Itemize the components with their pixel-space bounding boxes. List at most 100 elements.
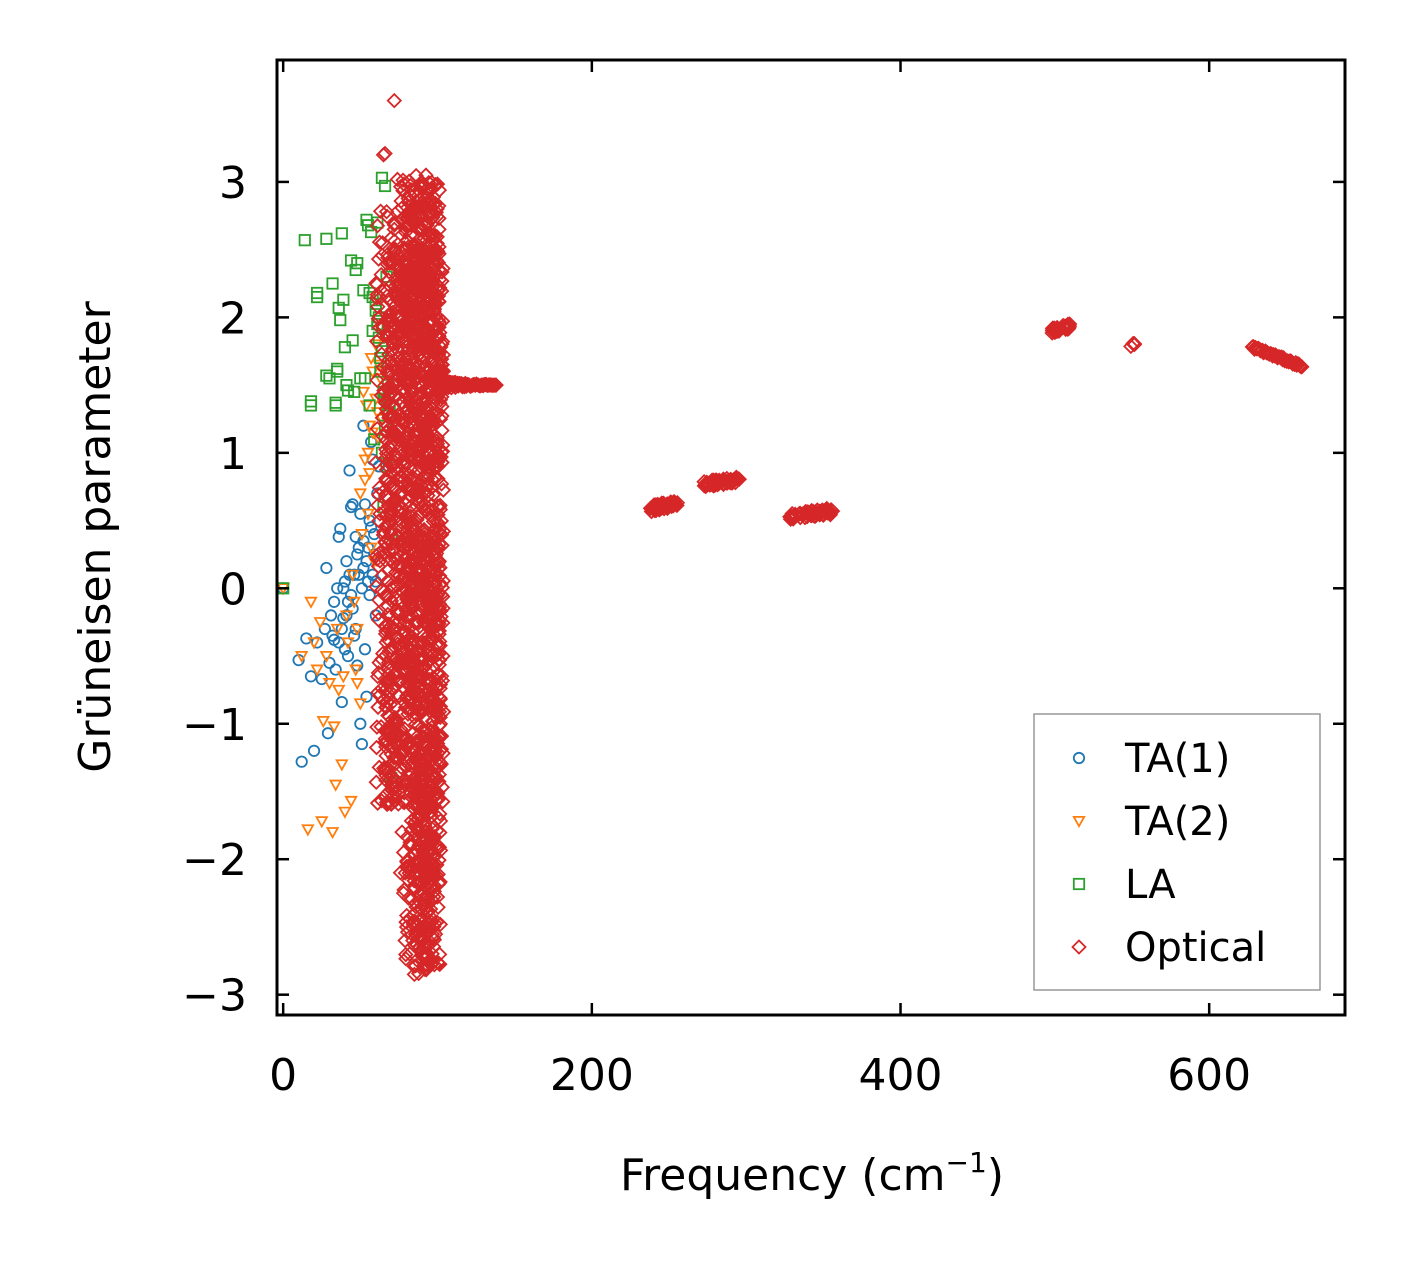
point-optical bbox=[405, 397, 421, 414]
point-ta-1 bbox=[338, 643, 352, 656]
point-optical bbox=[394, 200, 410, 216]
point-optical bbox=[369, 668, 386, 685]
point-optical bbox=[415, 258, 432, 274]
point-optical bbox=[380, 598, 396, 614]
point-optical bbox=[385, 320, 401, 336]
point-optical bbox=[415, 440, 432, 457]
point-optical bbox=[423, 644, 439, 660]
point-optical bbox=[425, 863, 441, 880]
point-optical bbox=[379, 694, 396, 711]
point-optical bbox=[647, 501, 664, 517]
point-optical bbox=[403, 745, 420, 762]
point-optical bbox=[399, 829, 416, 845]
point-optical bbox=[416, 523, 433, 539]
point-optical bbox=[1048, 322, 1065, 338]
point-optical bbox=[416, 184, 433, 200]
legend-label: Optical bbox=[1125, 925, 1266, 971]
point-optical bbox=[372, 506, 388, 522]
point-optical bbox=[379, 588, 395, 605]
point-optical bbox=[416, 892, 433, 908]
legend-item: LA bbox=[1072, 862, 1176, 908]
point-ta-2 bbox=[364, 352, 378, 366]
point-optical bbox=[395, 844, 412, 861]
y-tick-label: −3 bbox=[182, 971, 247, 1022]
point-optical bbox=[415, 393, 432, 410]
point-optical bbox=[653, 500, 670, 516]
point-optical bbox=[368, 454, 384, 471]
point-ta-2 bbox=[330, 623, 344, 636]
point-optical bbox=[411, 259, 428, 275]
point-optical bbox=[429, 587, 445, 604]
point-optical bbox=[418, 232, 435, 249]
point-optical bbox=[422, 901, 439, 917]
point-ta-1 bbox=[341, 649, 355, 663]
point-optical bbox=[369, 372, 385, 388]
point-optical bbox=[405, 237, 421, 253]
point-optical bbox=[425, 303, 442, 319]
point-optical bbox=[409, 512, 425, 528]
point-optical bbox=[371, 759, 388, 776]
point-optical bbox=[389, 171, 406, 188]
point-optical bbox=[818, 503, 835, 520]
point-optical bbox=[420, 443, 436, 460]
point-optical bbox=[368, 333, 385, 350]
point-optical bbox=[402, 291, 418, 307]
point-ta-2 bbox=[358, 454, 372, 467]
point-optical bbox=[411, 183, 428, 200]
legend-label: LA bbox=[1125, 862, 1176, 908]
point-optical bbox=[395, 172, 411, 188]
legend-item: TA(1) bbox=[1072, 736, 1230, 782]
legend-box bbox=[1033, 713, 1321, 991]
point-optical bbox=[411, 912, 427, 929]
point-optical bbox=[390, 497, 406, 514]
point-ta-1 bbox=[343, 464, 356, 477]
point-optical bbox=[425, 669, 442, 686]
point-optical bbox=[386, 233, 403, 249]
point-optical bbox=[731, 471, 748, 487]
point-optical bbox=[412, 474, 428, 491]
point-optical bbox=[422, 952, 439, 969]
point-optical bbox=[398, 408, 415, 425]
point-optical bbox=[398, 919, 415, 935]
point-optical bbox=[403, 778, 419, 795]
y-tick-label: 2 bbox=[219, 293, 247, 344]
point-optical bbox=[397, 758, 413, 774]
point-optical bbox=[427, 768, 443, 785]
point-ta-1 bbox=[354, 717, 367, 730]
point-la bbox=[361, 219, 375, 232]
point-optical bbox=[371, 234, 388, 250]
point-optical bbox=[422, 464, 439, 481]
x-tick-label: 400 bbox=[859, 1050, 943, 1101]
point-optical bbox=[391, 688, 407, 705]
point-optical bbox=[375, 760, 392, 777]
legend-label: TA(1) bbox=[1124, 736, 1230, 782]
point-optical bbox=[488, 377, 504, 393]
point-optical bbox=[372, 290, 388, 306]
point-la bbox=[331, 365, 344, 378]
point-optical bbox=[412, 299, 428, 316]
point-la bbox=[311, 290, 324, 304]
point-optical bbox=[402, 629, 419, 646]
point-optical bbox=[424, 798, 441, 814]
point-optical bbox=[431, 717, 447, 734]
point-optical bbox=[424, 272, 441, 289]
point-ta-2 bbox=[350, 678, 364, 691]
point-optical bbox=[386, 92, 403, 109]
point-ta-1 bbox=[328, 595, 341, 608]
point-optical bbox=[396, 398, 413, 415]
point-optical bbox=[378, 794, 395, 811]
point-ta-2 bbox=[356, 386, 371, 399]
point-ta-2 bbox=[315, 816, 329, 829]
point-optical bbox=[402, 392, 418, 409]
point-optical bbox=[434, 454, 450, 471]
point-ta-1 bbox=[334, 522, 347, 535]
point-ta-2 bbox=[322, 678, 337, 691]
point-optical bbox=[424, 602, 441, 619]
point-optical bbox=[405, 932, 421, 949]
point-ta-2 bbox=[307, 637, 321, 650]
point-optical bbox=[407, 670, 424, 687]
point-optical bbox=[399, 616, 415, 632]
point-optical bbox=[420, 305, 437, 321]
point-la bbox=[338, 341, 352, 354]
